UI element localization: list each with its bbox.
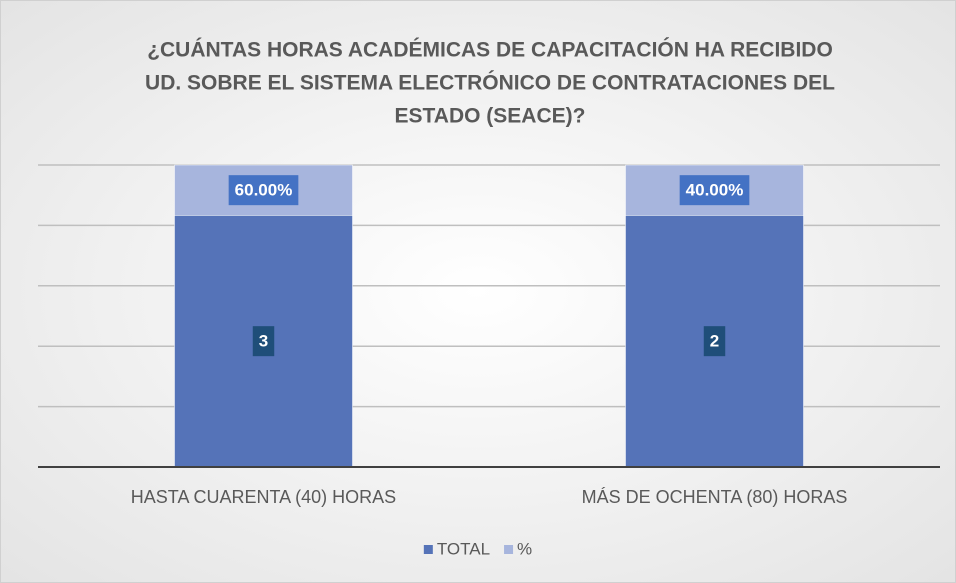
title-line: ESTADO (SEACE)?	[395, 105, 586, 128]
title-line: UD. SOBRE EL SISTEMA ELECTRÓNICO DE CONT…	[145, 71, 835, 95]
legend-swatch	[423, 545, 433, 554]
legend-label: %	[517, 539, 532, 558]
data-label-box	[679, 175, 750, 206]
data-label: 3	[259, 332, 268, 351]
data-label-box	[703, 326, 726, 357]
title-line: ¿CUÁNTAS HORAS ACADÉMICAS DE CAPACITACIÓ…	[147, 38, 833, 62]
legend-swatch	[504, 545, 514, 554]
data-label-box	[228, 175, 299, 206]
x-tick-label: HASTA CUARENTA (40) HORAS	[131, 487, 396, 507]
data-label-box	[252, 326, 275, 357]
data-label: 40.00%	[686, 181, 744, 200]
data-label: 2	[710, 332, 719, 351]
legend-label: TOTAL	[437, 539, 490, 558]
chart-title: ¿CUÁNTAS HORAS ACADÉMICAS DE CAPACITACIÓ…	[145, 38, 835, 128]
data-label: 60.00%	[235, 181, 293, 200]
x-tick-label: MÁS DE OCHENTA (80) HORAS	[582, 487, 848, 507]
